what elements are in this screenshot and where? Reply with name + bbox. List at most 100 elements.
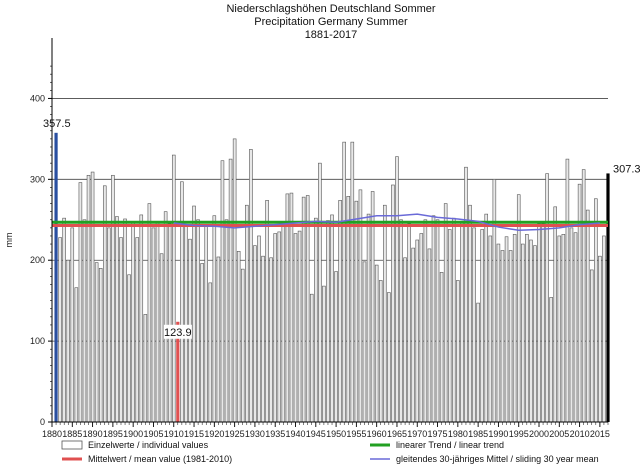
- bar-1951: [338, 200, 342, 423]
- xtick-label-1985: 1985: [468, 429, 488, 439]
- bar-1945: [314, 217, 318, 423]
- bar-1965: [395, 156, 399, 423]
- bar-1915: [192, 205, 196, 423]
- bar-1955: [354, 200, 359, 423]
- bar-1928: [245, 204, 249, 423]
- ytick-label-0: 0: [40, 417, 45, 427]
- bar-1905: [151, 227, 156, 423]
- legend-label-2: Mittelwert / mean value (1981-2010): [88, 454, 232, 464]
- bar-2004: [553, 206, 558, 423]
- bar-1972: [423, 219, 428, 423]
- sliding-mean-line: [173, 213, 600, 232]
- xtick-label-1975: 1975: [428, 429, 448, 439]
- y-axis-label: mm: [4, 233, 14, 248]
- xtick-label-1995: 1995: [509, 429, 529, 439]
- bar-1881: [54, 132, 58, 423]
- bar-1918: [204, 225, 208, 423]
- legend-label-3: linearer Trend / linear trend: [396, 440, 504, 450]
- bar-1936: [277, 231, 282, 423]
- bars: [54, 132, 610, 423]
- bar-1998: [529, 239, 533, 423]
- bar-1923: [224, 219, 229, 423]
- annotations: 357.5 307.3 123.9: [43, 118, 640, 339]
- chart-title-line-2: Precipitation Germany Summer: [254, 16, 408, 28]
- xtick-label-1890: 1890: [83, 429, 103, 439]
- bar-1924: [228, 158, 233, 423]
- xtick-label-1895: 1895: [103, 429, 123, 439]
- chart-title-line-3: 1881-2017: [305, 29, 358, 41]
- xtick-label-1980: 1980: [448, 429, 468, 439]
- bar-1971: [419, 233, 424, 423]
- bar-1908: [163, 211, 168, 423]
- bar-1883: [62, 217, 66, 423]
- bar-1977: [443, 203, 448, 423]
- xtick-label-1880: 1880: [42, 429, 62, 439]
- bar-1990: [496, 243, 501, 423]
- bar-1966: [399, 219, 403, 423]
- bar-1953: [346, 196, 351, 423]
- xtick-label-1970: 1970: [407, 429, 427, 439]
- bar-1909: [167, 223, 172, 423]
- bar-1963: [387, 292, 391, 423]
- bar-1932: [261, 255, 265, 423]
- bar-1903: [143, 314, 148, 423]
- ytick-label-100: 100: [30, 336, 45, 346]
- bar-2007: [565, 158, 570, 423]
- last-value-label: 307.3: [613, 163, 640, 175]
- bar-2016: [602, 235, 606, 423]
- xtick-label-1905: 1905: [143, 429, 163, 439]
- bar-1950: [334, 271, 338, 423]
- grid-lines: [52, 98, 608, 342]
- bar-1912: [180, 181, 184, 423]
- ytick-label-200: 200: [30, 255, 45, 265]
- bar-1919: [208, 282, 213, 423]
- bar-1948: [326, 220, 330, 423]
- bar-1981: [460, 221, 464, 423]
- bar-1979: [452, 217, 456, 423]
- xtick-label-1965: 1965: [387, 429, 407, 439]
- bar-1995: [516, 194, 521, 423]
- xtick-label-1915: 1915: [184, 429, 204, 439]
- bar-1996: [521, 243, 525, 423]
- bar-2017: [606, 173, 610, 422]
- bar-1968: [407, 223, 411, 423]
- legend-label-1: Einzelwerte / individual values: [88, 440, 209, 450]
- bar-1933: [265, 200, 269, 423]
- xtick-label-2005: 2005: [549, 429, 569, 439]
- xtick-label-1885: 1885: [62, 429, 82, 439]
- xtick-label-1910: 1910: [164, 429, 184, 439]
- bar-1930: [253, 245, 257, 423]
- bar-1937: [281, 221, 286, 423]
- bar-1907: [159, 253, 164, 423]
- xtick-label-2015: 2015: [590, 429, 610, 439]
- bar-1931: [257, 235, 261, 423]
- bar-1989: [492, 179, 497, 423]
- bar-1947: [322, 285, 326, 423]
- bar-2014: [594, 198, 598, 423]
- bar-2011: [581, 169, 586, 423]
- bar-1895: [111, 174, 115, 423]
- bar-1946: [318, 162, 322, 423]
- chart-title-line-1: Niederschlagshöhen Deutschland Sommer: [226, 3, 435, 15]
- bar-1967: [403, 257, 407, 423]
- bar-1962: [383, 204, 387, 423]
- bar-1949: [330, 214, 334, 423]
- ytick-label-400: 400: [30, 93, 45, 103]
- bar-1910: [171, 154, 176, 423]
- xtick-label-2000: 2000: [529, 429, 549, 439]
- bar-1892: [98, 268, 103, 423]
- xtick-label-1950: 1950: [326, 429, 346, 439]
- bar-1985: [476, 302, 480, 423]
- bar-1978: [447, 229, 452, 423]
- bar-2002: [545, 173, 549, 423]
- bar-1889: [86, 174, 91, 423]
- bar-1980: [456, 280, 460, 423]
- bar-1921: [216, 256, 221, 423]
- xtick-label-1935: 1935: [265, 429, 285, 439]
- bar-1983: [468, 204, 472, 423]
- bar-1897: [119, 237, 123, 423]
- bar-1957: [362, 261, 367, 423]
- bar-1890: [90, 171, 95, 423]
